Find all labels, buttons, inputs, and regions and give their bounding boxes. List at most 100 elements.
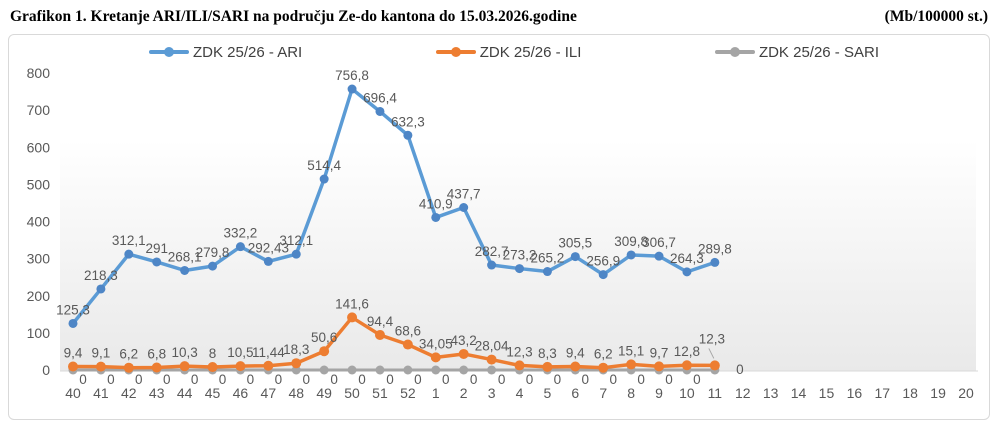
data-point <box>319 346 330 357</box>
data-label: 34,05 <box>419 336 453 351</box>
data-label: 0 <box>665 372 673 387</box>
chart-header: Grafikon 1. Kretanje ARI/ILI/SARI na pod… <box>0 4 1000 32</box>
data-point <box>459 203 469 213</box>
x-axis-label: 16 <box>847 385 863 401</box>
x-axis-label: 41 <box>93 385 109 401</box>
chart-title: Grafikon 1. Kretanje ARI/ILI/SARI na pod… <box>10 8 577 25</box>
x-axis-label: 4 <box>516 385 524 401</box>
data-label: 0 <box>275 372 283 387</box>
label-leader-line <box>708 348 715 359</box>
x-axis-label: 2 <box>460 385 468 401</box>
x-axis-label: 13 <box>763 385 779 401</box>
data-label: 265,2 <box>531 251 565 266</box>
y-axis-label: 800 <box>27 65 51 81</box>
data-label: 0 <box>163 372 171 387</box>
data-point <box>459 365 469 375</box>
data-label: 0 <box>736 362 744 377</box>
y-axis-label: 300 <box>27 251 51 267</box>
data-label: 10,3 <box>171 345 197 360</box>
data-point <box>263 256 273 266</box>
data-label: 312,1 <box>279 233 313 248</box>
data-point <box>487 365 497 375</box>
x-axis-label: 43 <box>149 385 165 401</box>
data-label: 279,8 <box>196 245 230 260</box>
x-axis-label: 20 <box>958 385 974 401</box>
data-point <box>570 252 580 262</box>
data-label: 6,2 <box>594 347 613 362</box>
data-point <box>68 361 78 372</box>
data-point <box>709 360 720 371</box>
y-axis-label: 100 <box>27 325 51 341</box>
x-axis-label: 51 <box>372 385 388 401</box>
x-axis-label: 42 <box>121 385 137 401</box>
data-point <box>207 362 218 373</box>
data-point <box>710 257 720 267</box>
data-label: 514,4 <box>307 158 341 173</box>
x-axis-label: 3 <box>488 385 496 401</box>
x-axis-label: 17 <box>874 385 890 401</box>
data-label: 11,44 <box>252 345 285 360</box>
data-label: 68,6 <box>395 324 421 339</box>
data-point <box>375 365 385 375</box>
data-point <box>626 359 637 370</box>
x-axis-label: 11 <box>708 385 723 401</box>
legend-label-sari: ZDK 25/26 - SARI <box>758 43 879 61</box>
x-axis-label: 45 <box>205 385 221 401</box>
data-point <box>291 365 301 375</box>
data-label: 0 <box>330 372 338 387</box>
data-point <box>626 250 636 260</box>
x-axis-label: 8 <box>627 385 635 401</box>
data-label: 437,7 <box>447 187 481 202</box>
data-point <box>319 174 329 184</box>
x-axis-label: 14 <box>791 385 807 401</box>
data-label: 8,3 <box>538 346 557 361</box>
data-label: 6,8 <box>147 346 166 361</box>
data-label: 43,2 <box>451 333 477 348</box>
data-point <box>402 339 413 350</box>
data-label: 292,43 <box>248 240 289 255</box>
data-point <box>123 362 134 373</box>
legend-item-sari: ZDK 25/26 - SARI <box>714 43 879 61</box>
data-label: 0 <box>470 372 478 387</box>
data-label: 6,2 <box>119 347 138 362</box>
data-point <box>124 249 134 259</box>
data-label: 0 <box>358 372 366 387</box>
data-label: 0 <box>191 372 199 387</box>
data-label: 94,4 <box>367 314 394 329</box>
data-point <box>542 267 552 277</box>
data-point <box>152 257 162 267</box>
data-label: 0 <box>79 372 87 387</box>
data-point <box>403 365 413 375</box>
data-label: 0 <box>526 372 534 387</box>
data-point <box>514 264 524 274</box>
data-point <box>682 267 692 277</box>
data-label: 12,3 <box>506 344 532 359</box>
data-label: 273,2 <box>503 248 537 263</box>
data-label: 0 <box>637 372 645 387</box>
data-label: 282,7 <box>475 244 509 259</box>
data-point <box>179 361 190 372</box>
data-label: 0 <box>582 372 590 387</box>
data-point <box>263 360 274 371</box>
data-label: 305,5 <box>558 236 592 251</box>
data-point <box>235 242 245 252</box>
series-line <box>71 87 717 326</box>
x-axis-label: 18 <box>902 385 918 401</box>
data-label: 756,8 <box>335 68 369 83</box>
y-axis-label: 700 <box>27 102 51 118</box>
data-point <box>542 361 553 372</box>
y-axis-label: 500 <box>27 176 51 192</box>
x-axis-label: 7 <box>599 385 607 401</box>
data-label: 0 <box>247 372 255 387</box>
data-point <box>598 362 609 373</box>
x-axis-label: 52 <box>400 385 416 401</box>
data-point <box>486 354 497 365</box>
data-point <box>681 360 692 371</box>
legend-label-ari: ZDK 25/26 - ARI <box>193 43 303 61</box>
data-label: 0 <box>107 372 115 387</box>
data-point <box>347 365 357 375</box>
y-axis-label: 600 <box>27 139 51 155</box>
data-point <box>487 260 497 270</box>
